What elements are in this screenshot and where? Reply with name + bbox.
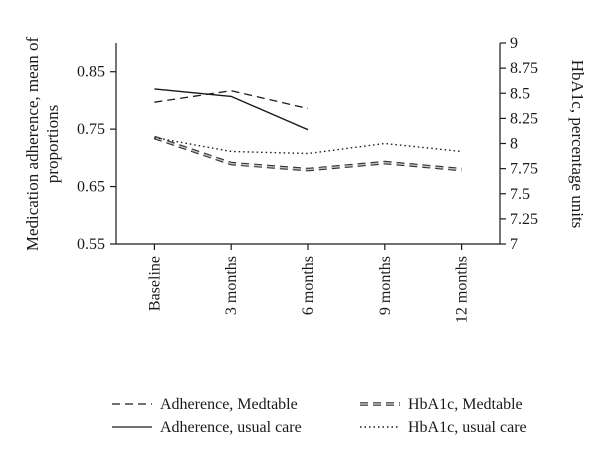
x-tick-label-3-months: 3 months [223, 256, 240, 315]
series-adherence-usual-care [154, 88, 309, 131]
left-axis-title-line-1: Medication adherence, mean of [23, 37, 42, 252]
legend-item-adherence-medtable: Adherence, Medtable [112, 396, 298, 413]
x-tick-label-6-months: 6 months [300, 256, 317, 315]
right-tick-label: 8 [510, 136, 518, 153]
right-tick-label: 8.5 [510, 85, 530, 102]
legend-label-hba1c-usual-care: HbA1c, usual care [408, 419, 527, 436]
legend-item-hba1c-usual-care: HbA1c, usual care [360, 419, 527, 436]
right-tick-label: 8.75 [510, 60, 538, 77]
left-tick-label: 0.85 [77, 64, 105, 81]
right-axis-title: HbA1c, percentage units [568, 60, 587, 229]
series-hba1c-medtable [153, 135, 462, 172]
series-line-hba1c-medtable-inner [154, 136, 462, 171]
legend-label-hba1c-medtable: HbA1c, Medtable [408, 396, 523, 413]
left-axis-title-line-2: proportions [43, 105, 62, 183]
series-lines [153, 88, 462, 172]
legend-item-adherence-usual-care: Adherence, usual care [112, 419, 302, 436]
legend: Adherence, Medtable Adherence, usual car… [112, 396, 527, 436]
series-adherence-medtable [154, 90, 309, 110]
series-line-adherence-usual-care [154, 88, 309, 131]
x-ticks: Baseline 3 months 6 months 9 months 12 month… [146, 244, 471, 323]
right-tick-label: 7 [510, 236, 518, 253]
left-y-ticks: 0.85 0.75 0.65 0.55 [77, 64, 116, 253]
right-tick-label: 7.75 [510, 161, 538, 178]
left-tick-label: 0.55 [77, 236, 105, 253]
right-tick-label: 8.25 [510, 110, 538, 127]
right-tick-label: 7.25 [510, 211, 538, 228]
x-tick-label-9-months: 9 months [377, 256, 394, 315]
legend-item-hba1c-medtable: HbA1c, Medtable [360, 396, 523, 413]
series-line-hba1c-usual-care [154, 136, 462, 155]
x-tick-label-baseline: Baseline [146, 256, 163, 311]
left-tick-label: 0.65 [77, 179, 105, 196]
left-tick-label: 0.75 [77, 121, 105, 138]
legend-label-adherence-medtable: Adherence, Medtable [160, 396, 298, 413]
right-tick-label: 9 [510, 35, 518, 52]
series-hba1c-usual-care [154, 136, 462, 155]
legend-label-adherence-usual-care: Adherence, usual care [160, 419, 302, 436]
right-y-ticks: 9 8.75 8.5 8.25 8 7.75 7.5 7.25 7 [500, 35, 538, 253]
right-tick-label: 7.5 [510, 186, 530, 203]
series-line-adherence-medtable [154, 90, 309, 110]
x-tick-label-12-months: 12 months [454, 256, 471, 323]
left-axis-title: Medication adherence, mean of proportion… [23, 37, 62, 252]
